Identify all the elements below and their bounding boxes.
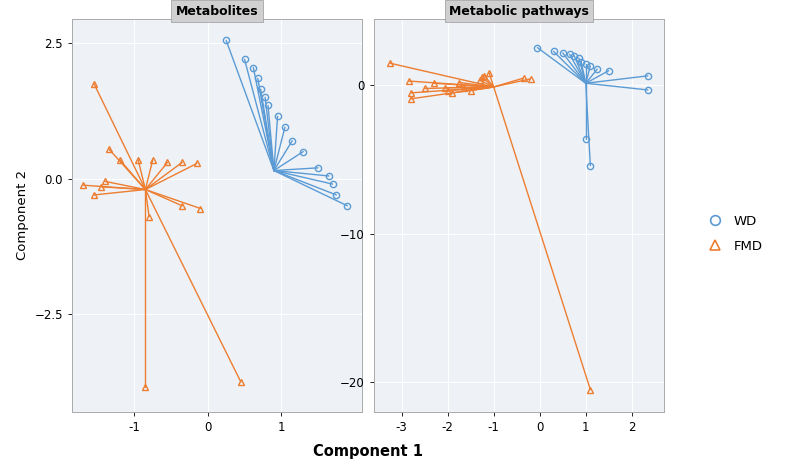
Title: Metabolic pathways: Metabolic pathways (449, 5, 589, 18)
Legend: WD, FMD: WD, FMD (702, 215, 762, 253)
Y-axis label: Component 2: Component 2 (16, 170, 29, 260)
Title: Metabolites: Metabolites (176, 5, 258, 18)
Text: Component 1: Component 1 (313, 444, 423, 459)
